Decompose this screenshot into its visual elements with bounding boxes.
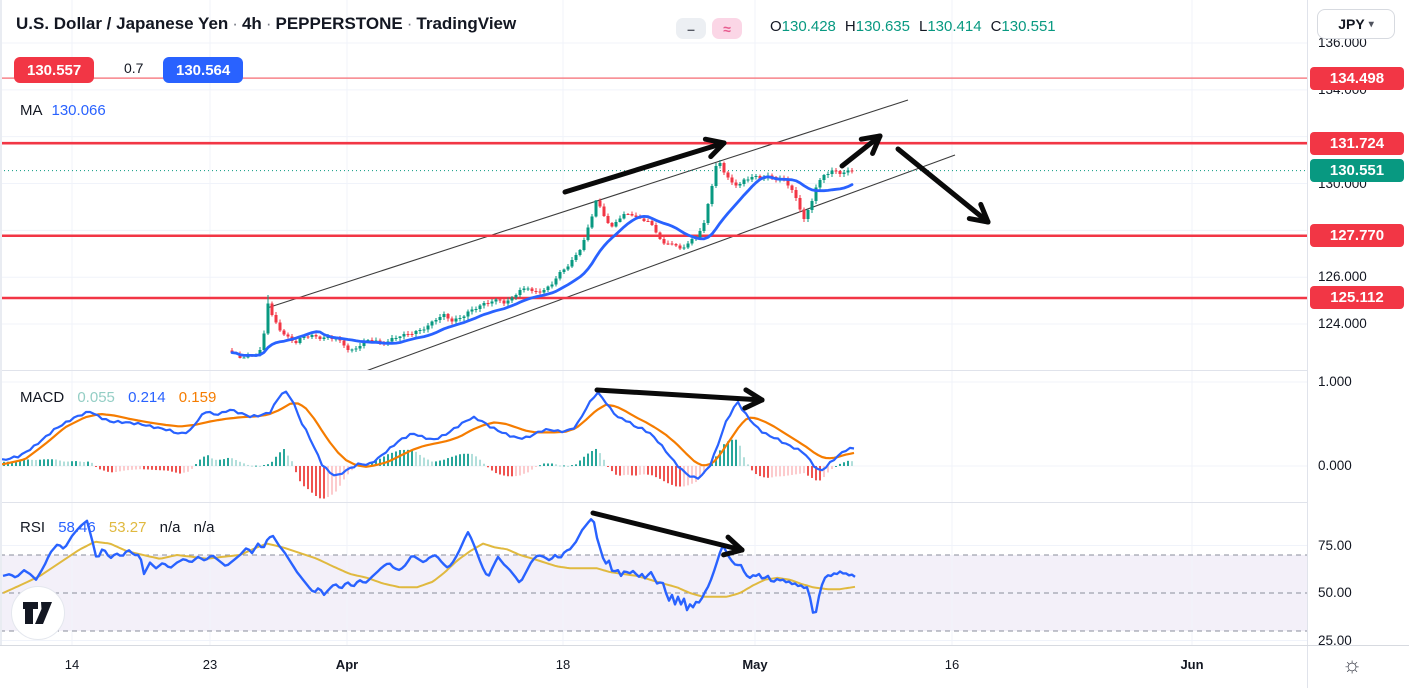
macd-line-value: 0.214 [128, 389, 166, 406]
open-value: 130.428 [781, 18, 836, 35]
axis-corner-separator [1307, 646, 1308, 688]
rsi-na1: n/a [159, 519, 181, 536]
chevron-down-icon: ▾ [1368, 18, 1374, 30]
open-label: O [770, 18, 782, 35]
price-axis-tick: 0.000 [1318, 458, 1352, 473]
title-separator: · [232, 14, 238, 33]
rsi-value: 58.46 [58, 519, 96, 536]
time-axis-label: Jun [1180, 657, 1204, 672]
low-label: L [918, 18, 928, 35]
price-axis[interactable]: 136.000134.000130.000126.000124.0001.000… [1307, 0, 1409, 648]
rsi-line [2, 518, 856, 614]
pane-divider[interactable] [0, 502, 1307, 503]
time-axis-label: Apr [335, 657, 359, 672]
ohlc-values: O130.428 H130.635 L130.414 C130.551 [770, 18, 1065, 35]
level-price-pill: 131.724 [1310, 131, 1404, 155]
minus-icon: – [687, 20, 695, 37]
rsi-na2: n/a [193, 519, 215, 536]
price-axis-tick: 75.00 [1318, 537, 1352, 553]
pane-divider[interactable] [0, 370, 1307, 371]
close-value: 130.551 [1001, 18, 1056, 35]
macd-line [1, 390, 855, 480]
approx-data-icon[interactable]: ≈ [712, 18, 742, 39]
order-entry-pill[interactable]: 130.557 [14, 57, 95, 83]
low-value: 130.414 [927, 18, 982, 35]
title-separator: · [265, 14, 272, 33]
level-price-pill: 134.498 [1310, 66, 1404, 90]
currency-label: JPY [1338, 16, 1365, 32]
tradingview-logo-glyph [23, 602, 52, 624]
hide-indicator-icon[interactable]: – [676, 18, 706, 39]
pane-left-edge [0, 0, 2, 645]
approx-icon: ≈ [723, 20, 731, 37]
price-axis-tick: 50.00 [1318, 585, 1352, 600]
price-axis-tick: 126.000 [1318, 269, 1367, 285]
time-axis-label: May [742, 657, 768, 672]
time-axis[interactable]: ☼ 14 23 Apr 18 May 16 Jun [0, 645, 1409, 688]
rsi-ma-line [2, 540, 856, 598]
rsi-label: RSI [20, 519, 46, 536]
macd-label: MACD [20, 389, 65, 406]
exchange-label: PEPPERSTONE [275, 14, 403, 33]
tradingview-logo[interactable] [11, 586, 65, 640]
ma-legend: MA 130.066 [20, 102, 106, 119]
price-ma-line [230, 175, 854, 357]
close-label: C [990, 18, 1002, 35]
macd-legend: MACD 0.055 0.214 0.159 [20, 389, 225, 406]
last-price-pill: 130.551 [1310, 159, 1404, 183]
rsi-ma-value: 53.27 [108, 519, 147, 536]
time-axis-label: 14 [64, 657, 80, 672]
rsi-pane[interactable] [0, 502, 1307, 645]
rsi-legend: RSI 58.46 53.27 n/a n/a [20, 519, 224, 536]
high-label: H [844, 18, 856, 35]
time-axis-label: 16 [944, 657, 960, 672]
currency-button[interactable]: JPY ▾ [1317, 9, 1395, 39]
order-target-price: 130.564 [176, 61, 231, 79]
interval-label[interactable]: 4h [241, 14, 262, 33]
order-entry-price: 130.557 [27, 61, 82, 79]
time-axis-label: 23 [202, 657, 218, 672]
provider-label: TradingView [416, 14, 517, 33]
order-target-pill[interactable]: 130.564 [163, 57, 244, 83]
title-separator: · [406, 14, 413, 33]
macd-signal-line [1, 402, 855, 468]
macd-signal-value: 0.159 [178, 389, 217, 406]
price-axis-tick: 124.000 [1318, 316, 1367, 332]
high-value: 130.635 [855, 18, 910, 35]
ma-value: 130.066 [51, 102, 106, 119]
symbol-name: U.S. Dollar / Japanese Yen [16, 14, 229, 33]
price-axis-tick: 25.00 [1318, 632, 1352, 648]
level-price-pill: 125.112 [1310, 286, 1404, 310]
macd-pane[interactable] [0, 370, 1307, 502]
settings-sun-icon[interactable]: ☼ [1342, 652, 1363, 677]
ma-label: MA [20, 102, 43, 119]
price-pane[interactable] [0, 0, 1307, 370]
symbol-title[interactable]: U.S. Dollar / Japanese Yen · 4h · PEPPERSTON… [16, 14, 516, 34]
price-axis-tick: 1.000 [1318, 374, 1352, 389]
macd-hist-value: 0.055 [77, 389, 115, 406]
order-qty-label: 0.7 [118, 60, 150, 76]
level-price-pill: 127.770 [1310, 224, 1404, 248]
time-axis-label: 18 [555, 657, 571, 672]
